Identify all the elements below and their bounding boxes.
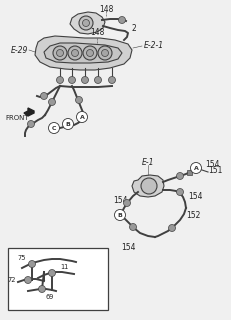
Circle shape — [48, 269, 55, 276]
Circle shape — [83, 46, 97, 60]
Circle shape — [24, 276, 31, 284]
Text: 148: 148 — [98, 4, 113, 13]
Text: 72: 72 — [7, 277, 16, 283]
Circle shape — [79, 16, 93, 30]
Text: B: B — [65, 122, 70, 126]
Text: A: A — [79, 115, 84, 119]
Circle shape — [94, 76, 101, 84]
Circle shape — [27, 121, 34, 127]
Text: E-2-1: E-2-1 — [143, 41, 163, 50]
Circle shape — [108, 76, 115, 84]
Circle shape — [190, 163, 201, 173]
Text: E-1: E-1 — [141, 157, 154, 166]
Text: 11: 11 — [60, 264, 68, 270]
Circle shape — [53, 46, 67, 60]
Circle shape — [68, 76, 75, 84]
Polygon shape — [24, 108, 34, 116]
Polygon shape — [44, 43, 122, 63]
Text: B: B — [117, 212, 122, 218]
Text: 154: 154 — [204, 159, 219, 169]
Polygon shape — [70, 12, 105, 34]
Circle shape — [86, 50, 93, 57]
Circle shape — [82, 20, 89, 27]
Polygon shape — [131, 175, 163, 197]
Circle shape — [101, 50, 108, 57]
Text: C: C — [52, 125, 56, 131]
Circle shape — [48, 99, 55, 106]
Circle shape — [62, 118, 73, 130]
Circle shape — [71, 50, 78, 57]
Circle shape — [176, 172, 183, 180]
Circle shape — [28, 260, 35, 268]
Circle shape — [81, 76, 88, 84]
Bar — [8, 248, 108, 310]
Text: FRONT: FRONT — [5, 115, 28, 121]
Text: 154: 154 — [120, 243, 135, 252]
Circle shape — [168, 225, 175, 231]
Circle shape — [176, 188, 183, 196]
Text: 151: 151 — [207, 165, 222, 174]
Circle shape — [48, 123, 59, 133]
Circle shape — [76, 111, 87, 123]
Circle shape — [38, 285, 45, 292]
Bar — [187, 170, 192, 174]
Circle shape — [129, 223, 136, 230]
Circle shape — [68, 46, 82, 60]
Polygon shape — [35, 36, 131, 70]
Circle shape — [75, 97, 82, 103]
Text: 148: 148 — [89, 28, 104, 37]
Circle shape — [118, 17, 125, 23]
Circle shape — [97, 46, 112, 60]
Circle shape — [56, 76, 63, 84]
Text: 154: 154 — [112, 196, 127, 204]
Text: 75: 75 — [18, 255, 26, 261]
Circle shape — [56, 50, 63, 57]
Text: 152: 152 — [185, 211, 200, 220]
Circle shape — [123, 199, 130, 206]
Text: 2: 2 — [131, 23, 136, 33]
Circle shape — [140, 178, 156, 194]
Text: E-29: E-29 — [11, 45, 28, 54]
Circle shape — [40, 92, 47, 100]
Text: A: A — [193, 165, 198, 171]
Text: 154: 154 — [187, 191, 202, 201]
Text: 69: 69 — [46, 294, 54, 300]
Circle shape — [114, 210, 125, 220]
